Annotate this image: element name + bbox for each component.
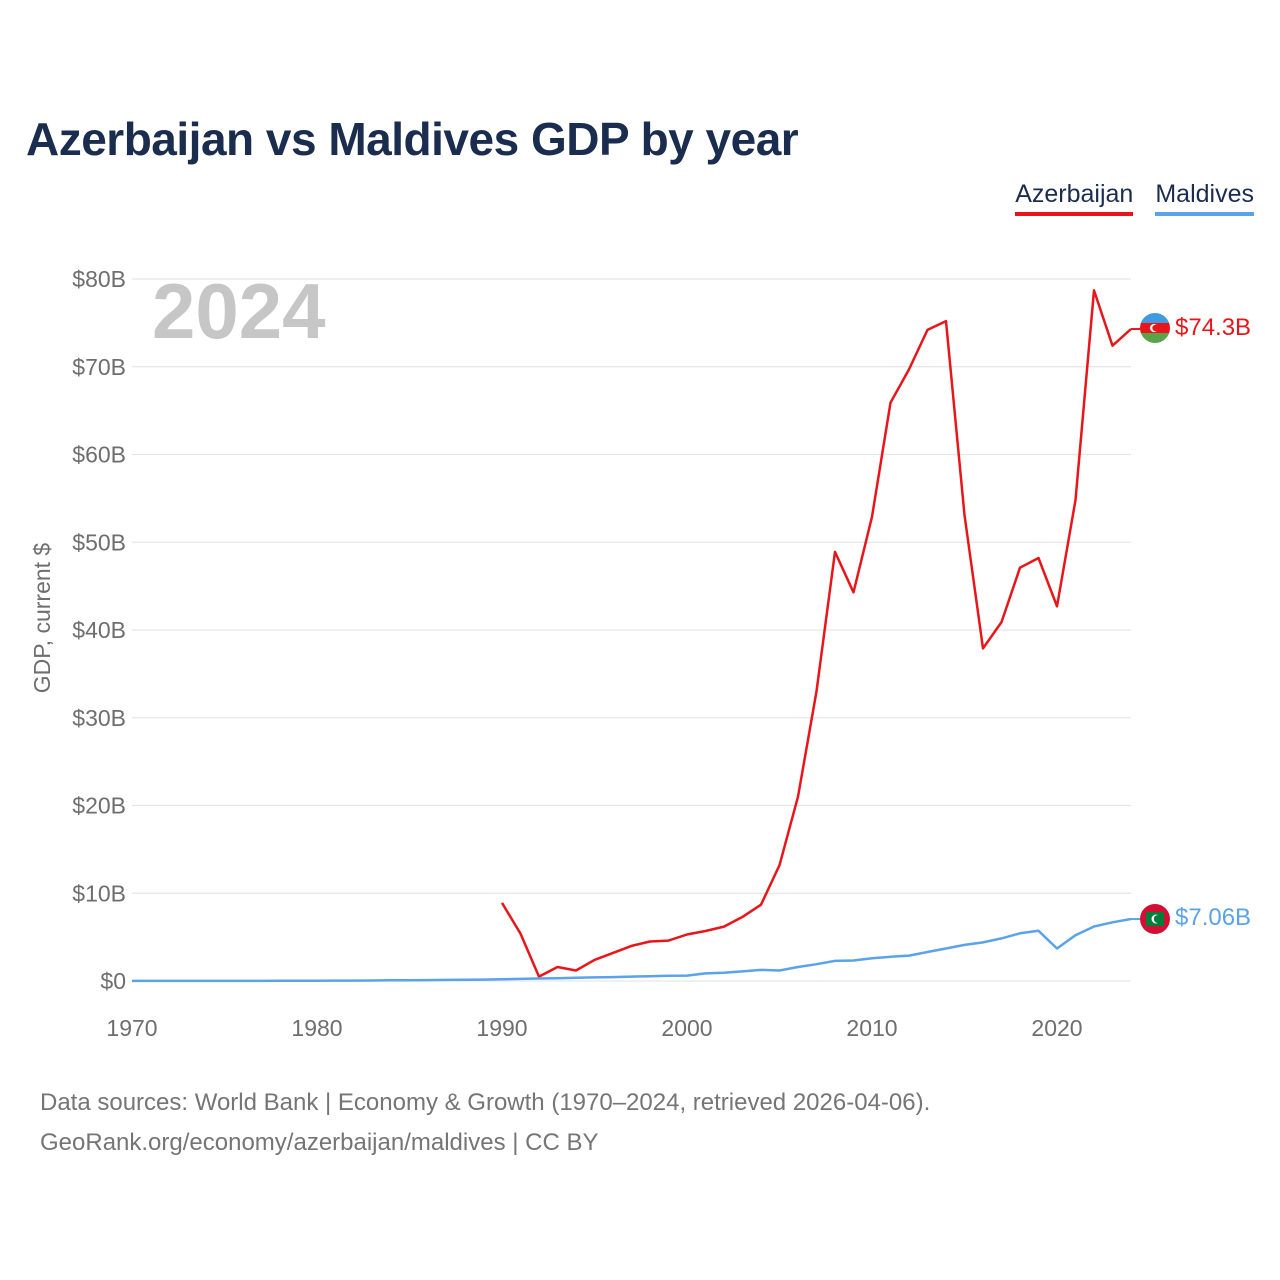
x-tick-label: 2010 (846, 1015, 897, 1041)
data-sources-text: Data sources: World Bank | Economy & Gro… (40, 1089, 931, 1116)
x-tick-label: 2020 (1031, 1015, 1082, 1041)
y-tick-label: $30B (72, 705, 126, 731)
maldives-end-label: $7.06B (1175, 904, 1251, 931)
y-tick-label: $40B (72, 617, 126, 643)
x-tick-label: 1990 (476, 1015, 527, 1041)
y-tick-label: $10B (72, 880, 126, 906)
y-tick-label: $80B (72, 266, 126, 292)
gridlines (132, 278, 1131, 982)
line-chart: $0$10B$20B$30B$40B$50B$60B$70B$80B 1970 1… (29, 266, 1251, 1041)
y-tick-label: $70B (72, 354, 126, 380)
x-tick-label: 1980 (291, 1015, 342, 1041)
y-axis-ticks: $0 $10B $20B $30B $40B $50B $60B $70B $80B (72, 266, 126, 994)
y-axis-label: GDP, current $ (29, 543, 55, 694)
maldives-flag-icon (1140, 904, 1170, 934)
source-link[interactable]: GeoRank.org/economy/azerbaijan/maldives … (40, 1129, 599, 1156)
chart-title: Azerbaijan vs Maldives GDP by year (26, 113, 799, 165)
legend-item-azerbaijan[interactable]: Azerbaijan (1015, 180, 1134, 216)
footer: Data sources: World Bank | Economy & Gro… (40, 1083, 930, 1163)
y-tick-label: $20B (72, 793, 126, 819)
legend-item-maldives[interactable]: Maldives (1155, 180, 1254, 216)
x-tick-label: 2000 (661, 1015, 712, 1041)
x-tick-label: 1970 (106, 1015, 157, 1041)
y-tick-label: $0 (100, 968, 126, 994)
series-line-azerbaijan (500, 289, 1132, 978)
y-tick-label: $60B (72, 442, 126, 468)
year-watermark: 2024 (152, 267, 326, 355)
legend: Azerbaijan Maldives (1015, 180, 1254, 216)
series-end-markers: $74.3B $7.06B (1140, 313, 1251, 934)
azerbaijan-end-label: $74.3B (1175, 314, 1251, 341)
series-line-maldives (132, 917, 1132, 983)
y-tick-label: $50B (72, 529, 126, 555)
azerbaijan-flag-icon (1140, 313, 1170, 343)
x-axis-ticks: 1970 1980 1990 2000 2010 2020 (106, 1015, 1082, 1041)
series-lines (132, 289, 1140, 983)
